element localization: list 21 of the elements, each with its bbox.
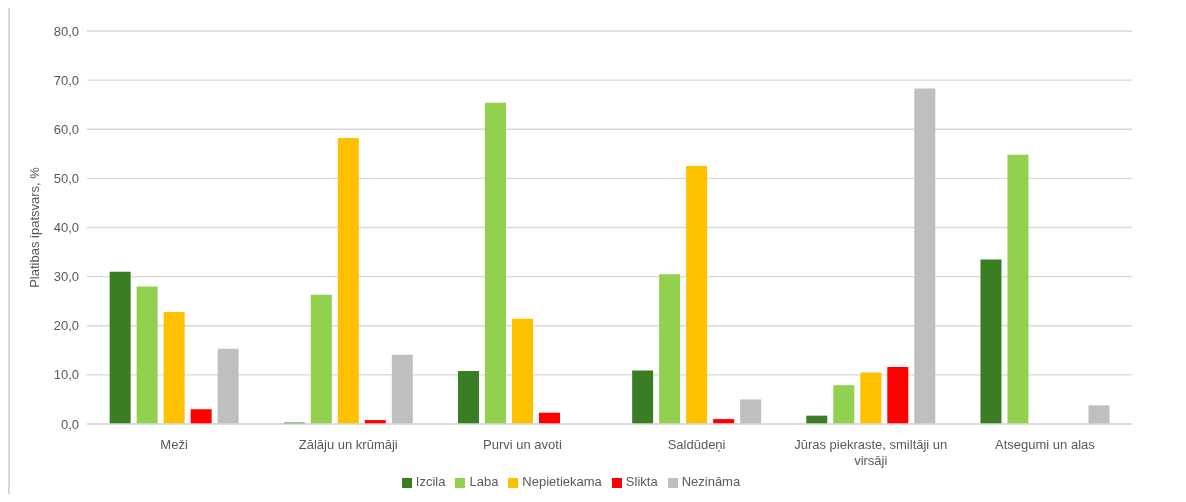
x-tick-label: Zālāju un krūmāji: [298, 437, 398, 453]
y-tick-label: 40,0: [53, 220, 79, 236]
x-tick-label: Jūras piekraste, smiltāji un virsāji: [794, 437, 948, 469]
x-tick-label: Saldūdeņi: [667, 437, 726, 453]
legend-label: Laba: [469, 474, 499, 489]
x-tick-label: Purvi un avoti: [483, 437, 562, 453]
legend-label: Slikta: [625, 474, 658, 489]
y-tick-label: 10,0: [53, 367, 79, 383]
legend-label: Nepietiekama: [522, 474, 602, 489]
legend-label: Nezināma: [681, 474, 741, 489]
y-axis-title: Platibas ipatsvars, %: [26, 166, 42, 288]
y-tick-label: 60,0: [53, 121, 79, 137]
legend-label: Izcila: [415, 474, 446, 489]
y-tick-label: 30,0: [53, 269, 79, 285]
y-tick-label: 70,0: [53, 72, 79, 88]
y-tick-label: 50,0: [53, 170, 79, 186]
x-tick-label: Meži: [160, 437, 188, 453]
y-tick-label: 80,0: [53, 23, 79, 39]
x-tick-label: Atsegumi un alas: [995, 437, 1096, 453]
y-tick-label: 20,0: [53, 318, 79, 334]
y-tick-label: 0,0: [60, 416, 79, 432]
